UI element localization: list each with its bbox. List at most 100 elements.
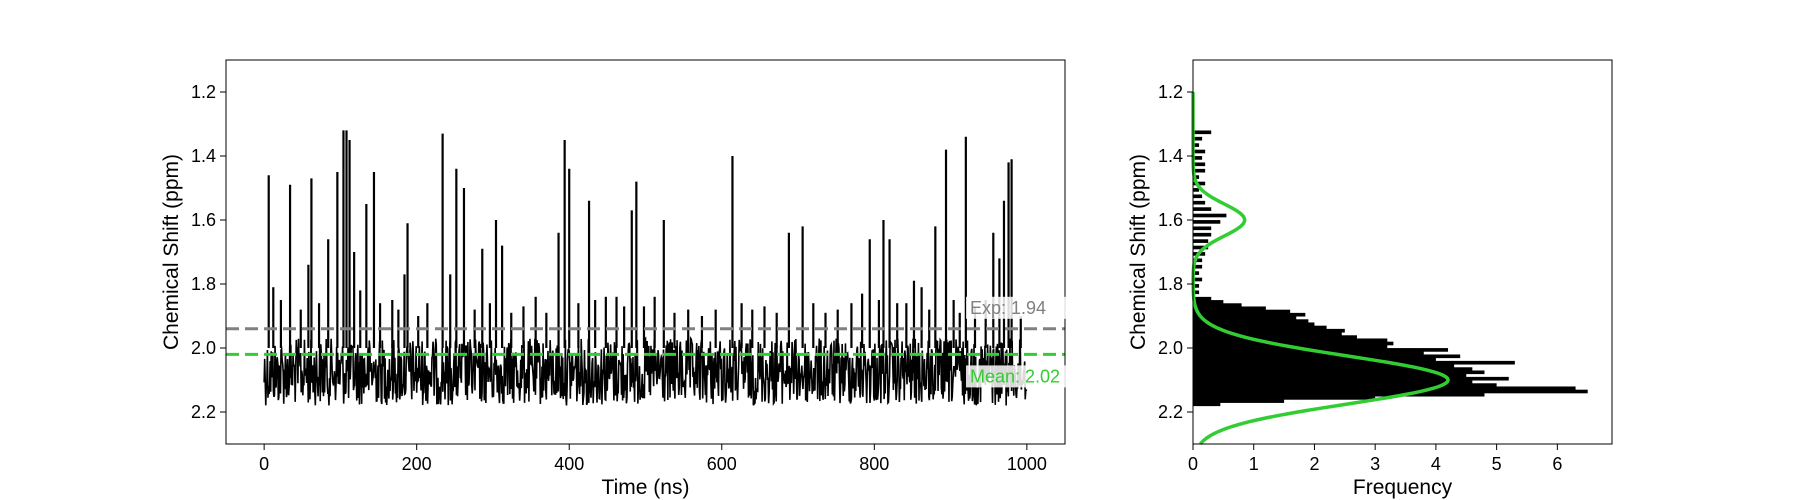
histogram-bar [1193, 162, 1206, 167]
histogram-bar [1193, 232, 1212, 237]
histogram-x-axis-label: Frequency [1353, 476, 1453, 499]
histogram-bar [1193, 168, 1206, 173]
histogram-panel: 0 1 2 3 4 5 6 1.2 1.4 1.6 1.8 2.0 2.2 Frequency Che… [1127, 59, 1613, 499]
histogram-bar [1193, 296, 1212, 301]
histogram-bar [1193, 322, 1315, 327]
histogram-bar [1193, 194, 1203, 199]
histogram-bar [1193, 245, 1209, 250]
histogram-bar [1193, 309, 1291, 314]
y-tick-label: 2.0 [1158, 338, 1183, 358]
time-series-panel: 0 200 400 600 800 1000 1.2 1.4 1.6 1.8 2.0 2.2 Tim… [160, 59, 1072, 499]
histogram-y-axis-label: Chemical Shift (ppm) [1127, 154, 1150, 350]
histogram-bar [1193, 380, 1473, 384]
histogram-bar [1193, 351, 1424, 355]
histogram-bar [1193, 383, 1497, 387]
x-tick-label: 0 [259, 454, 269, 474]
histogram-bar [1193, 389, 1588, 394]
histogram-bar [1193, 284, 1200, 288]
histogram-bar [1193, 303, 1242, 307]
histogram-bar [1193, 290, 1200, 295]
x-tick-label: 3 [1370, 454, 1380, 474]
histogram-bar [1193, 188, 1200, 192]
time-series-y-ticks: 1.2 1.4 1.6 1.8 2.0 2.2 [191, 82, 226, 422]
histogram-bar [1193, 181, 1206, 186]
histogram-bar [1193, 348, 1449, 352]
exp-reference-label: Exp: 1.94 [970, 298, 1046, 318]
y-tick-label: 1.2 [1158, 82, 1183, 102]
x-tick-label: 400 [554, 454, 584, 474]
x-tick-label: 0 [1188, 454, 1198, 474]
histogram-bar [1193, 338, 1388, 343]
histogram-bar [1193, 392, 1485, 397]
histogram-bar [1193, 335, 1357, 339]
histogram-bar [1193, 341, 1394, 346]
histogram-bar [1193, 136, 1203, 141]
mean-reference-label: Mean: 2.02 [970, 366, 1060, 386]
histogram-bar [1193, 373, 1467, 378]
trace-data-layer [263, 130, 1028, 406]
histogram-bar [1193, 360, 1515, 365]
histogram-bar [1193, 364, 1455, 368]
histogram-bar [1193, 200, 1206, 205]
histogram-bar [1193, 258, 1203, 263]
time-series-y-axis-label: Chemical Shift (ppm) [160, 154, 183, 350]
histogram-bar [1193, 277, 1203, 282]
histogram-bar [1193, 220, 1221, 224]
histogram-bar [1193, 367, 1473, 371]
x-tick-label: 2 [1309, 454, 1319, 474]
y-tick-label: 1.2 [191, 82, 216, 102]
y-tick-label: 1.8 [191, 274, 216, 294]
histogram-bar [1193, 300, 1224, 304]
histogram-x-ticks: 0 1 2 3 4 5 6 [1188, 444, 1562, 474]
x-tick-label: 200 [402, 454, 432, 474]
y-tick-label: 1.8 [1158, 274, 1183, 294]
x-tick-label: 5 [1492, 454, 1502, 474]
histogram-bar [1193, 354, 1461, 359]
y-tick-label: 1.4 [191, 146, 216, 166]
histogram-bar [1193, 130, 1212, 135]
mean-label-background [966, 365, 1072, 388]
x-tick-label: 4 [1431, 454, 1441, 474]
histogram-bar [1193, 207, 1212, 211]
y-tick-label: 2.2 [1158, 402, 1183, 422]
reference-lines-layer [226, 327, 1065, 356]
y-tick-label: 1.6 [1158, 210, 1183, 230]
histogram-bar [1193, 332, 1342, 336]
histogram-bar [1193, 357, 1436, 362]
histogram-bar [1193, 325, 1327, 330]
x-tick-label: 800 [859, 454, 889, 474]
time-series-x-ticks: 0 200 400 600 800 1000 [259, 444, 1047, 474]
x-tick-label: 1 [1249, 454, 1259, 474]
histogram-bar [1193, 149, 1206, 154]
trace-baseline [263, 335, 1028, 406]
y-tick-label: 1.4 [1158, 146, 1183, 166]
histogram-bar [1193, 143, 1200, 147]
y-tick-label: 2.2 [191, 402, 216, 422]
histogram-y-ticks: 1.2 1.4 1.6 1.8 2.0 2.2 [1158, 82, 1193, 422]
histogram-bar [1193, 156, 1203, 160]
histogram-bar [1193, 239, 1209, 243]
x-tick-label: 600 [707, 454, 737, 474]
histogram-bar [1193, 271, 1200, 275]
histogram-axes-frame [1192, 59, 1613, 445]
histogram-bar [1193, 213, 1227, 218]
x-tick-label: 6 [1552, 454, 1562, 474]
histogram-bar [1193, 386, 1576, 391]
exp-label-background [966, 296, 1072, 319]
histogram-bar [1193, 399, 1285, 403]
reference-line-annotations: Exp: 1.94 Mean: 2.02 [966, 296, 1072, 388]
histogram-bar [1193, 226, 1212, 231]
histogram-bar [1193, 328, 1345, 333]
x-tick-label: 1000 [1007, 454, 1047, 474]
histogram-bar [1193, 319, 1309, 323]
y-tick-label: 2.0 [191, 338, 216, 358]
histogram-bar [1193, 396, 1376, 400]
histogram-bar [1193, 316, 1297, 320]
histogram-bar [1193, 402, 1221, 407]
histogram-bar [1193, 376, 1509, 381]
time-series-axes-frame [225, 59, 1066, 445]
y-tick-label: 1.6 [191, 210, 216, 230]
histogram-bar [1193, 306, 1266, 311]
